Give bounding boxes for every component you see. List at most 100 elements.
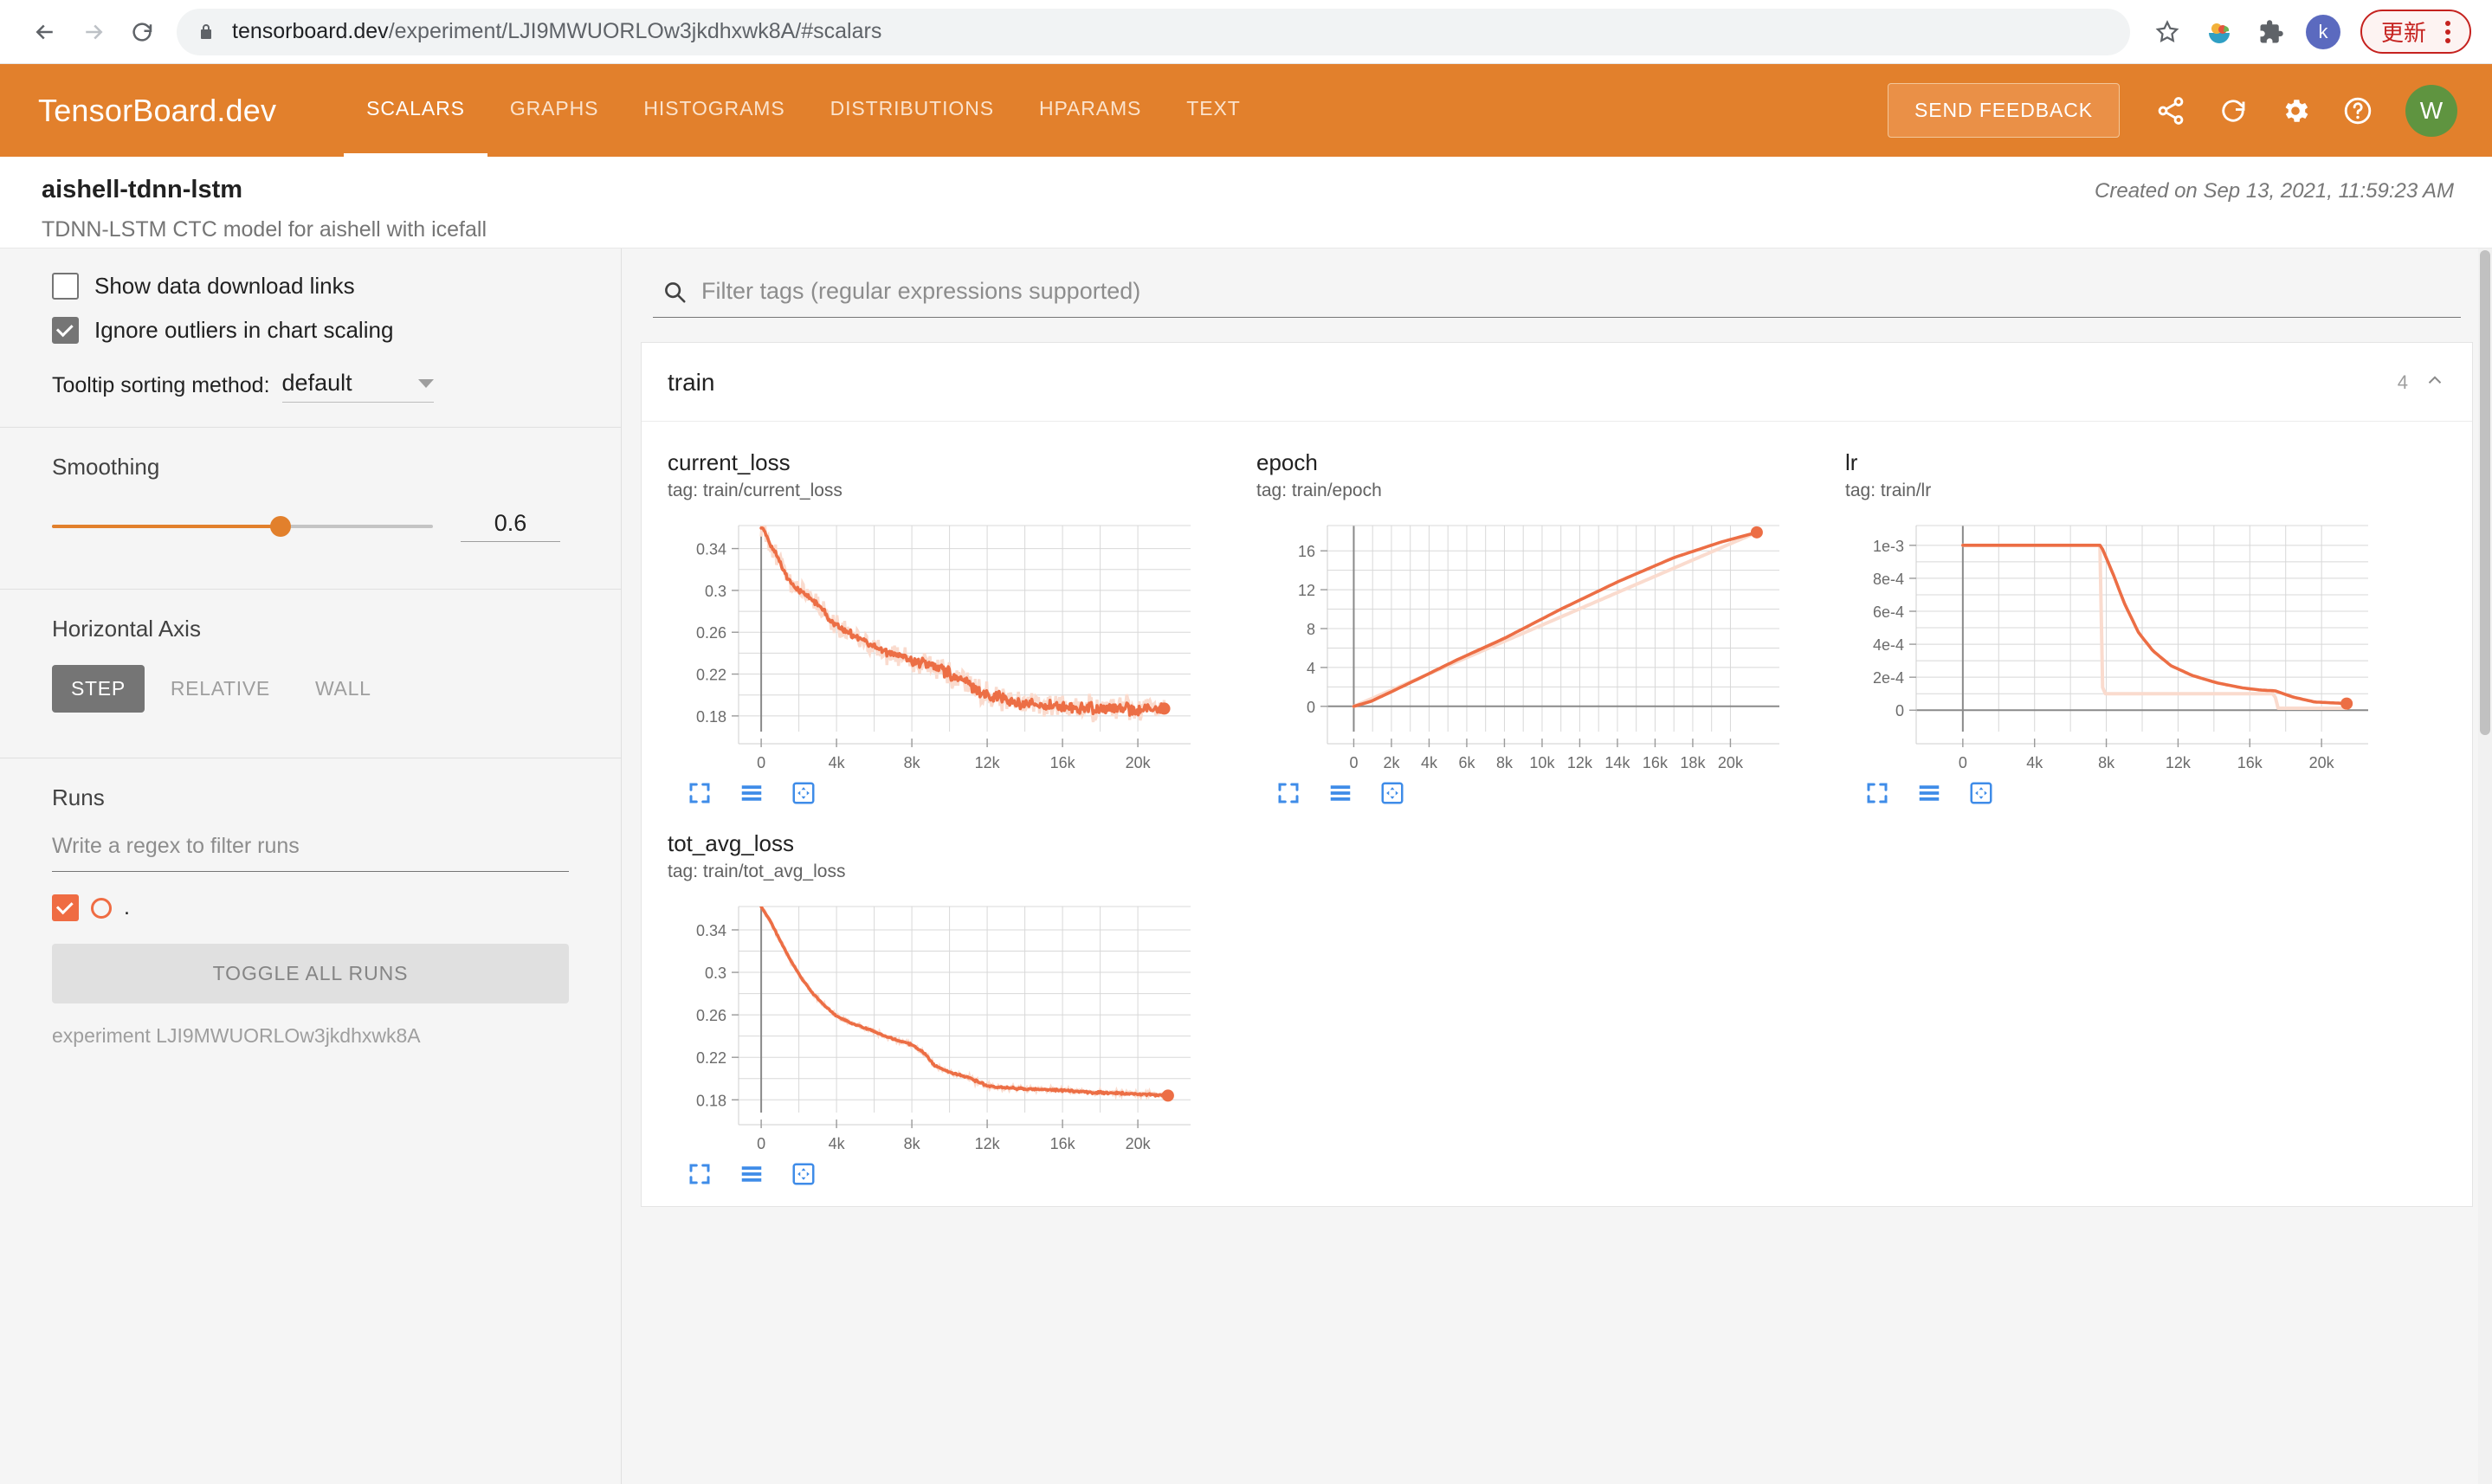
reload-button[interactable] [118, 8, 166, 56]
data-table-icon[interactable] [1914, 778, 1944, 808]
runs-label: Runs [52, 784, 105, 810]
arrow-left-icon [36, 24, 53, 39]
help-icon[interactable] [2331, 84, 2385, 138]
series-raw [759, 526, 1166, 723]
forward-button[interactable] [69, 8, 118, 56]
svg-text:8k: 8k [904, 1135, 921, 1152]
tooltip-sorting-value: default [281, 370, 352, 396]
main-layout: Show data download links Ignore outliers… [0, 248, 2492, 1484]
address-bar[interactable]: tensorboard.dev/experiment/LJI9MWUORLOw3… [177, 8, 2130, 55]
data-table-icon[interactable] [737, 1159, 766, 1189]
axis-option-wall[interactable]: WALL [314, 677, 371, 700]
fit-domain-icon[interactable] [1966, 778, 1996, 808]
bowl-extension-icon[interactable] [2196, 9, 2243, 55]
tooltip-sorting-select[interactable]: default [281, 370, 434, 403]
svg-text:0.3: 0.3 [705, 583, 726, 600]
page-scrollbar[interactable] [2478, 248, 2492, 1484]
toggle-all-runs-button[interactable]: TOGGLE ALL RUNS [52, 944, 569, 1003]
app-header: TensorBoard.dev SCALARS GRAPHS HISTOGRAM… [0, 64, 2492, 157]
svg-text:0: 0 [1307, 699, 1315, 716]
reload-icon [132, 22, 152, 42]
tag-group-header[interactable]: train 4 [642, 343, 2472, 422]
expand-chart-icon[interactable] [685, 778, 714, 808]
svg-text:0.34: 0.34 [696, 541, 726, 558]
tab-histograms[interactable]: HISTOGRAMS [643, 97, 785, 119]
smoothing-slider[interactable] [52, 515, 433, 537]
chart-plot[interactable]: 1e-3 8e-4 6e-4 4e-4 2e-4 0 0 4k 8k 12k 16k 20k [1845, 513, 2408, 773]
gear-icon[interactable] [2269, 84, 2322, 138]
tag-group-count: 4 [2397, 371, 2408, 393]
refresh-icon[interactable] [2206, 84, 2260, 138]
svg-text:16k: 16k [1050, 754, 1076, 771]
star-icon[interactable] [2144, 9, 2191, 55]
nav-tabs: SCALARS GRAPHS HISTOGRAMS DISTRIBUTIONS … [344, 64, 1263, 157]
svg-text:0.22: 0.22 [696, 1049, 726, 1067]
runs-filter-input[interactable]: Write a regex to filter runs [52, 834, 569, 872]
chart-plot[interactable]: 0.34 0.3 0.26 0.22 0.18 0 4k 8k 12k 16k 20k [668, 513, 1230, 773]
run-item[interactable]: . [52, 894, 569, 921]
svg-text:0.22: 0.22 [696, 667, 726, 684]
user-avatar[interactable]: W [2405, 84, 2457, 137]
axis-option-step[interactable]: STEP [52, 665, 145, 713]
url-domain: tensorboard.dev [232, 19, 389, 43]
tab-distributions[interactable]: DISTRIBUTIONS [830, 97, 994, 119]
svg-text:18k: 18k [1680, 754, 1706, 771]
chart-plot[interactable]: 16 12 8 4 0 0 2k 4k 6k 8k 10k 12k 14k 16k 18k 20k [1256, 513, 1819, 773]
browser-profile-avatar[interactable]: k [2300, 9, 2347, 55]
tab-text[interactable]: TEXT [1186, 97, 1241, 119]
chevron-up-icon[interactable] [2424, 369, 2446, 397]
chart-tag: tag: train/lr [1845, 481, 1932, 500]
app-brand[interactable]: TensorBoard.dev [38, 92, 277, 128]
data-table-icon[interactable] [1326, 778, 1355, 808]
chart-plot[interactable]: 0.34 0.3 0.26 0.22 0.18 0 4k 8k 12k 16k 20k [668, 894, 1230, 1154]
series-endpoint-marker [1161, 1089, 1174, 1102]
checkbox-group: Show data download links Ignore outliers… [0, 273, 621, 403]
svg-text:0: 0 [1349, 754, 1358, 771]
svg-text:2e-4: 2e-4 [1873, 669, 1904, 687]
ignore-outliers-checkbox[interactable] [52, 317, 79, 344]
svg-text:12k: 12k [2166, 754, 2192, 771]
svg-text:4k: 4k [1421, 754, 1438, 771]
svg-text:10k: 10k [1529, 754, 1555, 771]
fit-domain-icon[interactable] [789, 1159, 818, 1189]
puzzle-extension-icon[interactable] [2248, 9, 2295, 55]
smoothing-value-input[interactable]: 0.6 [461, 510, 560, 542]
svg-text:0.26: 0.26 [696, 1007, 726, 1024]
tag-filter-row[interactable]: Filter tags (regular expressions support… [653, 278, 2461, 318]
tab-graphs[interactable]: GRAPHS [509, 97, 599, 119]
experiment-created-date: Created on Sep 13, 2021, 11:59:23 AM [2095, 179, 2454, 203]
scrollbar-thumb[interactable] [2480, 250, 2490, 735]
chart-title: tot_avg_loss [668, 830, 794, 856]
data-table-icon[interactable] [737, 778, 766, 808]
show-download-links-row[interactable]: Show data download links [52, 273, 569, 300]
tab-hparams[interactable]: HPARAMS [1038, 97, 1142, 119]
send-feedback-button[interactable]: SEND FEEDBACK [1888, 83, 2120, 138]
runs-section: Runs Write a regex to filter runs . TOGG… [0, 784, 621, 1048]
update-button[interactable]: 更新 [2360, 10, 2471, 54]
ignore-outliers-row[interactable]: Ignore outliers in chart scaling [52, 317, 569, 344]
experiment-header: aishell-tdnn-lstm TDNN-LSTM CTC model fo… [0, 157, 2492, 248]
expand-chart-icon[interactable] [685, 1159, 714, 1189]
svg-text:0.3: 0.3 [705, 965, 726, 982]
svg-text:8: 8 [1307, 621, 1315, 638]
run-color-circle-icon [91, 897, 112, 919]
back-button[interactable] [21, 8, 69, 56]
lock-icon [196, 22, 216, 42]
fit-domain-icon[interactable] [1378, 778, 1407, 808]
tag-filter-input[interactable]: Filter tags (regular expressions support… [701, 278, 1141, 304]
svg-text:16k: 16k [1643, 754, 1669, 771]
fit-domain-icon[interactable] [789, 778, 818, 808]
expand-chart-icon[interactable] [1274, 778, 1303, 808]
axis-option-relative[interactable]: RELATIVE [170, 677, 270, 700]
share-icon[interactable] [2144, 84, 2198, 138]
kebab-menu-icon[interactable] [2438, 20, 2457, 43]
svg-text:4k: 4k [2026, 754, 2043, 771]
tab-scalars[interactable]: SCALARS [344, 64, 487, 157]
expand-chart-icon[interactable] [1863, 778, 1892, 808]
svg-text:0: 0 [757, 1135, 765, 1152]
run-checkbox[interactable] [52, 894, 79, 921]
svg-text:8e-4: 8e-4 [1873, 571, 1904, 588]
show-download-links-checkbox[interactable] [52, 273, 79, 300]
smoothing-slider-knob[interactable] [270, 515, 291, 537]
smoothing-label: Smoothing [52, 454, 160, 480]
